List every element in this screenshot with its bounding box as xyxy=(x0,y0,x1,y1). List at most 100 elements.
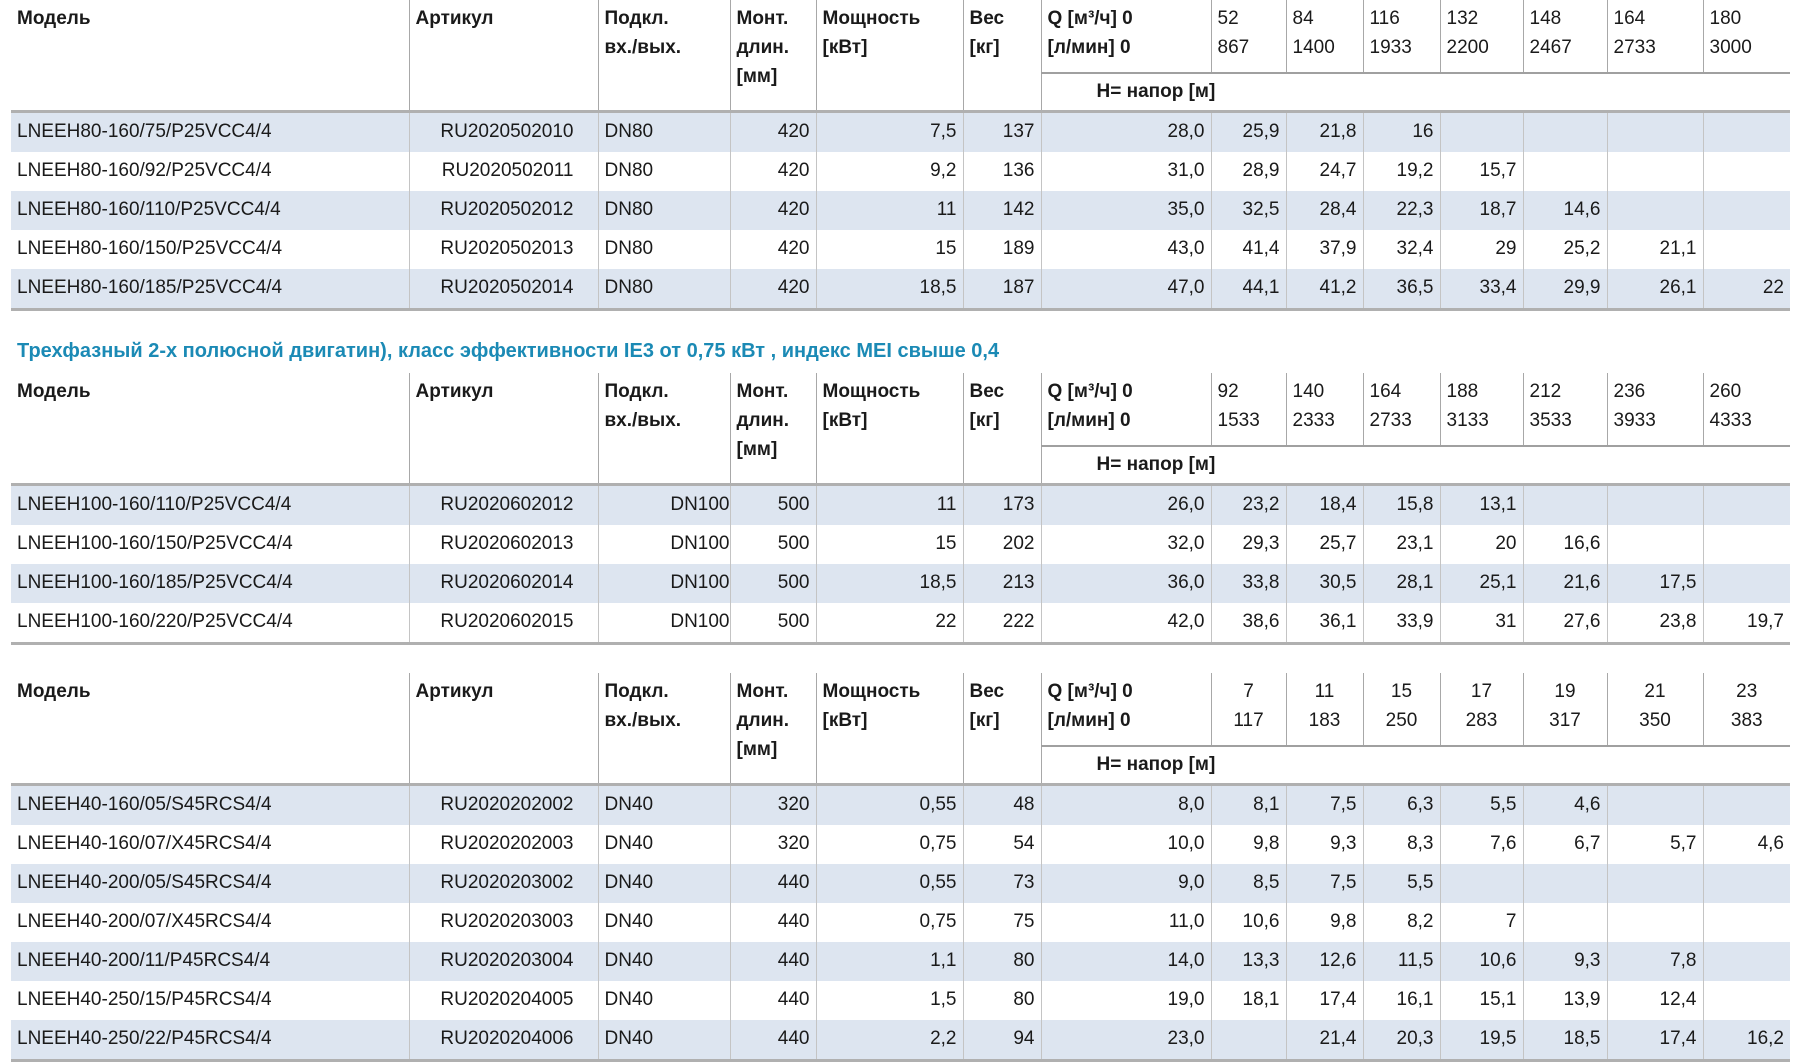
head-cell: 41,2 xyxy=(1286,268,1364,311)
data-row: LNEEH80-160/150/P25VCC4/4 RU2020502013 DN8… xyxy=(11,229,1790,269)
head-cell: 23,0 xyxy=(1041,1019,1212,1062)
length-cell: 440 xyxy=(730,902,817,942)
head-cell: 7,6 xyxy=(1440,824,1524,864)
head-cell: 21,4 xyxy=(1286,1019,1364,1062)
head-cell-empty xyxy=(1607,524,1704,564)
header-line: Монт. xyxy=(736,8,789,29)
flow-lmin: 4333 xyxy=(1709,410,1752,431)
length-cell: 500 xyxy=(730,602,817,645)
head-cell: 47,0 xyxy=(1041,268,1212,311)
head-cell-empty xyxy=(1703,152,1790,191)
header-line: Монт. xyxy=(736,381,789,402)
flow-lmin: 2333 xyxy=(1292,410,1335,431)
length-cell: 420 xyxy=(730,190,817,230)
flow-m3h: 23 xyxy=(1736,681,1758,702)
header-line: Мощность xyxy=(822,8,921,29)
power-cell: 2,2 xyxy=(816,1019,964,1062)
header-line: [мм] xyxy=(736,439,778,460)
head-cell: 19,0 xyxy=(1041,980,1212,1020)
flow-m3h: 92 xyxy=(1217,381,1239,402)
flow-lmin: 3533 xyxy=(1529,410,1572,431)
flow-m3h: 236 xyxy=(1613,381,1646,402)
power-cell: 15 xyxy=(816,524,964,564)
flow-lmin: 3133 xyxy=(1446,410,1489,431)
head-cell: 22 xyxy=(1703,268,1790,311)
flow-point-cell: 15 250 xyxy=(1363,673,1441,746)
header-cell: Подкл. вх./вых. xyxy=(598,0,731,113)
flow-point-cell: 21 350 xyxy=(1607,673,1704,746)
head-cell-empty xyxy=(1703,484,1790,525)
flow-lmin: 350 xyxy=(1639,710,1671,731)
head-cell: 33,9 xyxy=(1363,602,1441,645)
header-line: Мощность xyxy=(822,681,921,702)
head-cell-empty xyxy=(1523,902,1608,942)
header-cell: Артикул xyxy=(409,373,599,486)
head-cell: 29,3 xyxy=(1211,524,1287,564)
header-cell: Монт. длин. [мм] xyxy=(730,673,817,786)
flow-m3h: 188 xyxy=(1446,381,1479,402)
head-cell-empty xyxy=(1523,151,1608,191)
article-cell: RU2020204006 xyxy=(409,1019,599,1062)
head-cell: 31,0 xyxy=(1041,151,1212,191)
length-cell: 320 xyxy=(730,824,817,864)
head-cell: 32,5 xyxy=(1211,190,1287,230)
head-cell: 27,6 xyxy=(1523,602,1608,645)
header-line: длин. xyxy=(736,410,790,431)
flow-m3h-label: Q [м³/ч] 0 xyxy=(1047,381,1133,402)
head-cell: 43,0 xyxy=(1041,229,1212,269)
power-cell: 7,5 xyxy=(816,111,964,152)
head-cell: 21,8 xyxy=(1286,111,1364,152)
header-cell: Мощность [кВт] xyxy=(816,673,964,786)
head-cell: 16,1 xyxy=(1363,980,1441,1020)
head-label: H= напор [м] xyxy=(1041,445,1790,486)
connection-cell: DN40 xyxy=(598,941,731,981)
weight-cell: 222 xyxy=(963,602,1042,645)
flow-lmin: 1400 xyxy=(1292,37,1335,58)
head-cell: 17,5 xyxy=(1607,563,1704,603)
head-cell: 41,4 xyxy=(1211,229,1287,269)
flow-header-cell: Q [м³/ч] 0 [л/мин] 0 xyxy=(1041,0,1212,73)
connection-cell: DN40 xyxy=(598,980,731,1020)
header-line: [мм] xyxy=(736,739,778,760)
data-row: LNEEH40-200/05/S45RCS4/4 RU2020203002 DN40… xyxy=(11,863,1790,903)
flow-point-cell: 23 383 xyxy=(1703,673,1790,746)
header-line: [кВт] xyxy=(822,37,868,58)
head-cell: 5,5 xyxy=(1440,784,1524,825)
head-cell-empty xyxy=(1703,190,1790,230)
flow-lmin: 2467 xyxy=(1529,37,1572,58)
head-cell: 19,2 xyxy=(1363,151,1441,191)
spec-table: Модель Артикул Подкл. вх./вых. Монт. длин. [мм… xyxy=(11,0,1790,311)
flow-m3h: 21 xyxy=(1644,681,1666,702)
weight-cell: 213 xyxy=(963,563,1042,603)
head-cell: 42,0 xyxy=(1041,602,1212,645)
header-row: Модель Артикул Подкл. вх./вых. Монт. длин. [мм… xyxy=(11,373,1790,486)
data-row: LNEEH80-160/110/P25VCC4/4 RU2020502012 DN8… xyxy=(11,190,1790,230)
data-row: LNEEH80-160/185/P25VCC4/4 RU2020502014 DN8… xyxy=(11,268,1790,311)
weight-cell: 173 xyxy=(963,484,1042,525)
article-cell: RU2020602012 xyxy=(409,484,599,525)
model-cell: LNEEH40-200/11/P45RCS4/4 xyxy=(11,941,410,981)
data-row: LNEEH40-160/07/X45RCS4/4 RU2020202003 DN40… xyxy=(11,824,1790,864)
table-body: LNEEH100-160/110/P25VCC4/4 RU2020602012 DN… xyxy=(11,484,1790,645)
weight-cell: 136 xyxy=(963,151,1042,191)
head-cell: 9,8 xyxy=(1286,902,1364,942)
head-cell: 4,6 xyxy=(1757,833,1784,854)
flow-point-cell: 148 2467 xyxy=(1523,0,1608,73)
head-cell: 13,3 xyxy=(1211,941,1287,981)
header-cell: Модель xyxy=(11,0,410,113)
flow-point-cell: 236 3933 xyxy=(1607,373,1704,446)
head-cell-empty xyxy=(1607,863,1704,903)
head-cell: 36,5 xyxy=(1363,268,1441,311)
flow-lmin: 2733 xyxy=(1369,410,1412,431)
connection-cell: DN40 xyxy=(598,863,731,903)
spec-table: Модель Артикул Подкл. вх./вых. Монт. длин. [мм… xyxy=(11,373,1790,645)
flow-lmin: 3933 xyxy=(1613,410,1656,431)
flow-lmin: 317 xyxy=(1549,710,1581,731)
flow-lmin: 383 xyxy=(1730,710,1763,731)
head-cell: 15,1 xyxy=(1440,980,1524,1020)
flow-lmin: 250 xyxy=(1385,710,1418,731)
model-cell: LNEEH80-160/150/P25VCC4/4 xyxy=(11,229,410,269)
flow-lmin: 283 xyxy=(1465,710,1498,731)
header-line: Артикул xyxy=(415,8,494,29)
flow-point-cell: 212 3533 xyxy=(1523,373,1608,446)
